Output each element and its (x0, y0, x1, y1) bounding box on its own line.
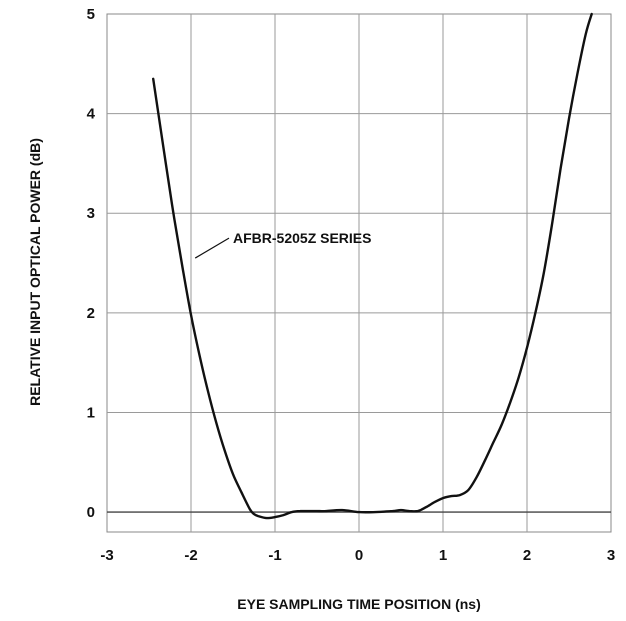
y-tick-label: 5 (87, 6, 95, 23)
y-tick-label: 2 (87, 305, 95, 322)
y-tick-label: 4 (87, 106, 96, 123)
x-axis-label: EYE SAMPLING TIME POSITION (ns) (237, 596, 480, 612)
x-tick-label: -3 (100, 547, 113, 564)
y-tick-label: 3 (87, 205, 95, 222)
y-axis-label: RELATIVE INPUT OPTICAL POWER (dB) (27, 138, 43, 406)
annotation-label: AFBR-5205Z SERIES (233, 230, 371, 246)
x-tick-label: 2 (523, 547, 531, 564)
x-tick-label: -1 (268, 547, 281, 564)
x-tick-label: -2 (184, 547, 197, 564)
annotation-pointer (194, 237, 230, 259)
series-line-afbr-5205z (152, 12, 593, 520)
x-tick-label: 1 (439, 547, 447, 564)
tick-labels: -3 -2 -1 0 1 2 3 0 1 2 3 4 5 (87, 6, 616, 564)
y-tick-label: 1 (87, 404, 95, 421)
x-tick-label: 0 (355, 547, 363, 564)
x-tick-label: 3 (607, 547, 615, 564)
grid (107, 14, 611, 532)
y-tick-label: 0 (87, 504, 95, 521)
